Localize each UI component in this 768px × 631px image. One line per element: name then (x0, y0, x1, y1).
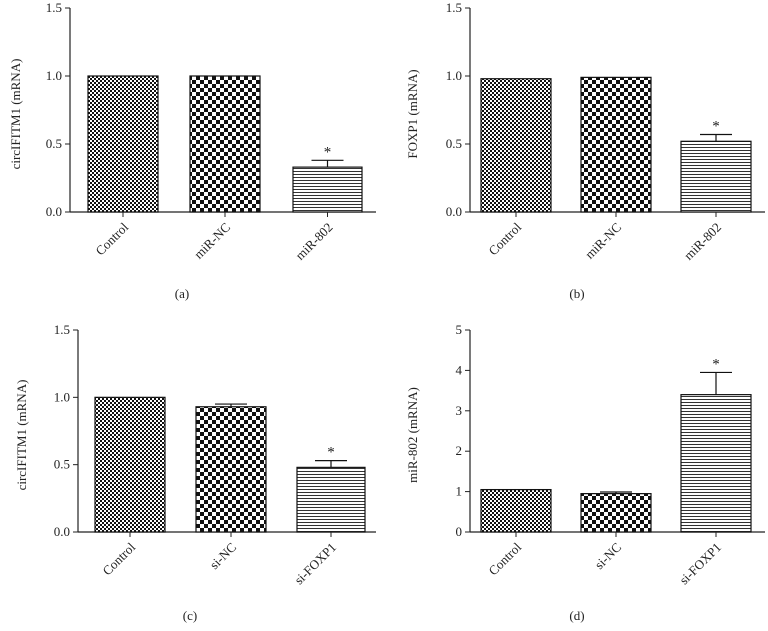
y-tick-label: 0.0 (46, 204, 62, 219)
y-axis-title: circIFITM1 (mRNA) (8, 59, 23, 170)
significance-marker: * (324, 144, 332, 160)
significance-marker: * (712, 356, 720, 372)
bar-si-foxp1 (296, 466, 366, 533)
x-tick-label: si-NC (207, 540, 240, 573)
panel-label: (c) (183, 608, 197, 623)
y-tick-label: 5 (456, 322, 463, 337)
y-tick-label: 0.5 (54, 457, 70, 472)
bar-control (480, 78, 552, 213)
bar-mir-nc (580, 76, 652, 213)
y-tick-label: 0 (456, 524, 463, 539)
y-tick-label: 1.5 (46, 0, 62, 15)
bar-si-nc (195, 406, 267, 533)
y-tick-label: 1 (456, 484, 463, 499)
panel-label: (b) (569, 286, 584, 301)
y-tick-label: 1.5 (54, 322, 70, 337)
y-tick-label: 2 (456, 443, 463, 458)
x-tick-label: Control (99, 539, 138, 578)
y-tick-label: 1.0 (46, 68, 62, 83)
bar-control (480, 488, 552, 533)
y-tick-label: 1.5 (446, 0, 462, 15)
significance-marker: * (712, 118, 720, 134)
x-tick-label: miR-802 (292, 220, 335, 263)
chart-panel-1: 0.0 0.5 1.0 1.5 circIFITM1 (mRNA) Control miR-… (8, 0, 376, 301)
y-tick-label: 0.0 (54, 524, 70, 539)
x-tick-label: Control (485, 219, 524, 258)
x-tick-label: si-FOXP1 (291, 540, 339, 588)
bar-control (94, 396, 166, 533)
y-tick-label: 0.0 (446, 204, 462, 219)
x-tick-label: miR-NC (191, 220, 233, 262)
y-axis-title: miR-802 (mRNA) (405, 387, 420, 483)
x-tick-label: Control (485, 539, 524, 578)
y-tick-label: 1.0 (54, 389, 70, 404)
chart-panel-2: 0.0 0.5 1.0 1.5 FOXP1 (mRNA) Control miR-NC * mi… (405, 0, 765, 301)
x-tick-label: miR-NC (582, 220, 624, 262)
bar-control (87, 75, 159, 213)
x-tick-label: si-FOXP1 (676, 540, 724, 588)
chart-panel-3: 0.0 0.5 1.0 1.5 circIFITM1 (mRNA) Control si-N… (14, 322, 376, 623)
x-tick-label: si-NC (592, 540, 625, 573)
y-axis-title: circIFITM1 (mRNA) (14, 380, 29, 491)
y-tick-label: 0.5 (46, 136, 62, 151)
bar-si-foxp1 (680, 394, 752, 533)
significance-marker: * (327, 445, 335, 461)
y-tick-label: 1.0 (446, 68, 462, 83)
bar-mir-nc (189, 75, 261, 213)
panel-label: (d) (569, 608, 584, 623)
y-tick-label: 4 (456, 362, 463, 377)
y-axis-title: FOXP1 (mRNA) (405, 69, 420, 158)
x-tick-label: Control (92, 219, 131, 258)
bar-mir-802 (292, 166, 363, 213)
y-tick-label: 0.5 (446, 136, 462, 151)
chart-panel-4: 0 1 2 3 4 5 miR-802 (mRNA) Control si-NC * si-FOXP… (405, 322, 765, 623)
x-tick-label: miR-802 (681, 220, 724, 263)
bar-mir-802 (680, 140, 752, 213)
y-tick-label: 3 (456, 403, 463, 418)
panel-label: (a) (175, 286, 189, 301)
bar-si-nc (580, 493, 652, 533)
